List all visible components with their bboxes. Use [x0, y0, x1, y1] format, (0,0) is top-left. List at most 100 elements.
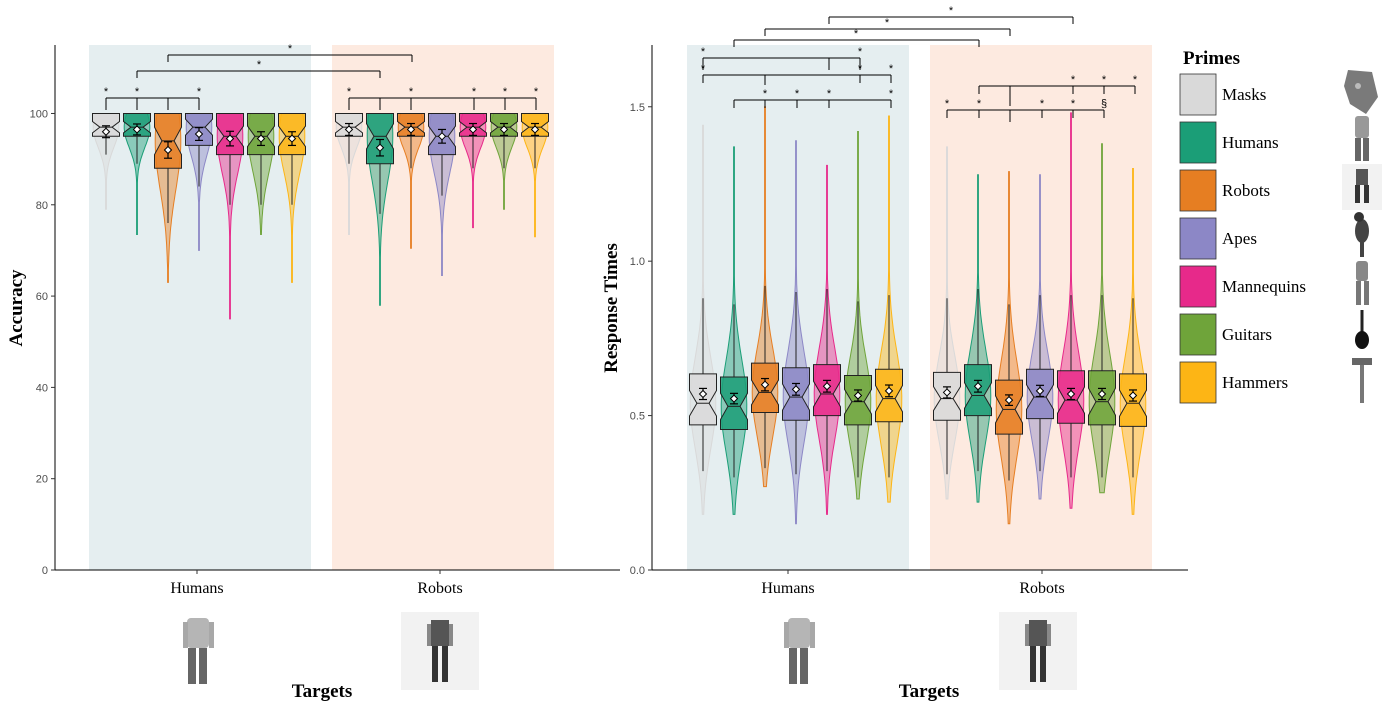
- x-tick-label: Humans: [761, 580, 814, 597]
- mannequin-torso: [1356, 261, 1368, 281]
- mean-marker: [163, 145, 173, 155]
- significance-star: *: [288, 43, 293, 55]
- significance-star: *: [889, 63, 894, 75]
- y-axis-title: Accuracy: [6, 269, 27, 347]
- mean-marker: [1097, 389, 1107, 399]
- significance-bracket: * * *: [104, 86, 202, 110]
- mean-marker: [1066, 389, 1076, 399]
- robot-leg-right: [1364, 185, 1369, 203]
- y-tick-label: 1.5: [630, 102, 645, 114]
- robot-leg-left: [1355, 185, 1360, 203]
- target-arm-right: [810, 622, 815, 648]
- mean-marker: [973, 382, 983, 391]
- significance-bracket: * * * *: [733, 88, 894, 108]
- significance-star: *: [701, 46, 706, 58]
- human-leg-right: [1363, 138, 1369, 161]
- significance-star: *: [949, 5, 954, 17]
- significance-star: *: [1071, 74, 1076, 86]
- target-human-image-rt: [784, 618, 815, 684]
- legend-swatch-guitars: [1179, 313, 1217, 356]
- y-tick-label: 80: [36, 200, 48, 212]
- target-robot-torso: [431, 620, 449, 646]
- guitar-neck: [1360, 310, 1364, 332]
- target-robot-arm-left: [1025, 624, 1029, 646]
- significance-star: *: [854, 28, 859, 40]
- significance-star: *: [1040, 98, 1045, 110]
- significance-star: *: [701, 63, 706, 75]
- significance-star: *: [858, 63, 863, 75]
- y-tick-label: 20: [36, 474, 48, 486]
- target-robot-leg-right: [442, 646, 448, 682]
- legend-label-mannequins: Mannequins: [1222, 277, 1306, 296]
- robot-torso: [1356, 169, 1368, 185]
- mean-marker: [437, 132, 447, 141]
- box-humans: [366, 112, 394, 165]
- x-axis-title: Targets: [899, 681, 960, 702]
- mean-marker: [225, 134, 235, 143]
- mask-highlight: [1355, 83, 1361, 89]
- significance-star: *: [945, 98, 950, 110]
- target-torso: [187, 618, 209, 648]
- ape-leg: [1360, 241, 1364, 257]
- legend-swatch-apes: [1179, 217, 1217, 260]
- legend-swatch-hammers: [1179, 361, 1217, 404]
- significance-bracket: *: [828, 5, 1074, 24]
- x-axis-title: Targets: [292, 681, 353, 702]
- mean-marker: [132, 125, 142, 134]
- mean-marker: [698, 389, 708, 399]
- significance-bracket: *: [167, 43, 413, 62]
- legend-title: Primes: [1183, 48, 1240, 69]
- significance-bracket: *: [136, 59, 381, 78]
- robot-icon: [1342, 164, 1382, 210]
- legend-swatch-masks: [1179, 73, 1217, 116]
- mean-marker: [256, 134, 266, 143]
- robots-target-background: [930, 45, 1152, 570]
- y-tick-label: 0: [42, 565, 48, 577]
- significance-star: *: [347, 86, 352, 98]
- y-tick-label: 1.0: [630, 256, 645, 268]
- mean-marker: [884, 386, 894, 396]
- target-leg-right: [199, 648, 207, 684]
- significance-star: *: [104, 86, 109, 98]
- hammer-icon: [1352, 358, 1372, 403]
- human-leg-left: [1355, 138, 1361, 161]
- ape-body: [1355, 219, 1369, 243]
- guitar-icon: [1355, 310, 1369, 349]
- target-leg-right: [800, 648, 808, 684]
- mean-marker: [530, 125, 540, 134]
- legend-label-guitars: Guitars: [1222, 325, 1272, 344]
- target-robot-arm-left: [427, 624, 431, 646]
- guitar-body: [1355, 331, 1369, 349]
- legend-swatch-robots: [1179, 169, 1217, 212]
- mannequin-leg-right: [1364, 281, 1369, 305]
- significance-star: *: [135, 86, 140, 98]
- target-robot-leg-left: [1030, 646, 1036, 682]
- significance-star: *: [472, 86, 477, 98]
- target-robot-image-rt: [999, 612, 1077, 690]
- target-arm-right: [209, 622, 214, 648]
- mean-marker: [1035, 386, 1045, 396]
- y-tick-label: 100: [30, 108, 48, 120]
- box-masks: [92, 112, 120, 137]
- legend-swatch-humans: [1179, 121, 1217, 164]
- legend-label-robots: Robots: [1222, 181, 1270, 200]
- y-tick-label: 0.0: [630, 565, 645, 577]
- ape-icon: [1354, 212, 1369, 257]
- legend-swatch-mannequins: [1179, 265, 1217, 308]
- mean-marker: [287, 134, 297, 143]
- mean-marker: [406, 125, 416, 134]
- mean-marker: [822, 382, 832, 391]
- legend-label-masks: Masks: [1222, 85, 1266, 104]
- mean-marker: [942, 388, 952, 397]
- x-tick-label: Humans: [170, 580, 223, 597]
- mannequin-leg-left: [1356, 281, 1361, 305]
- mean-marker: [344, 125, 354, 134]
- significance-star: *: [858, 46, 863, 58]
- significance-bracket: * *: [701, 46, 863, 70]
- significance-star: *: [889, 88, 894, 100]
- significance-star: *: [409, 86, 414, 98]
- y-tick-label: 60: [36, 291, 48, 303]
- target-leg-left: [789, 648, 797, 684]
- target-human-image-accuracy: [183, 618, 214, 684]
